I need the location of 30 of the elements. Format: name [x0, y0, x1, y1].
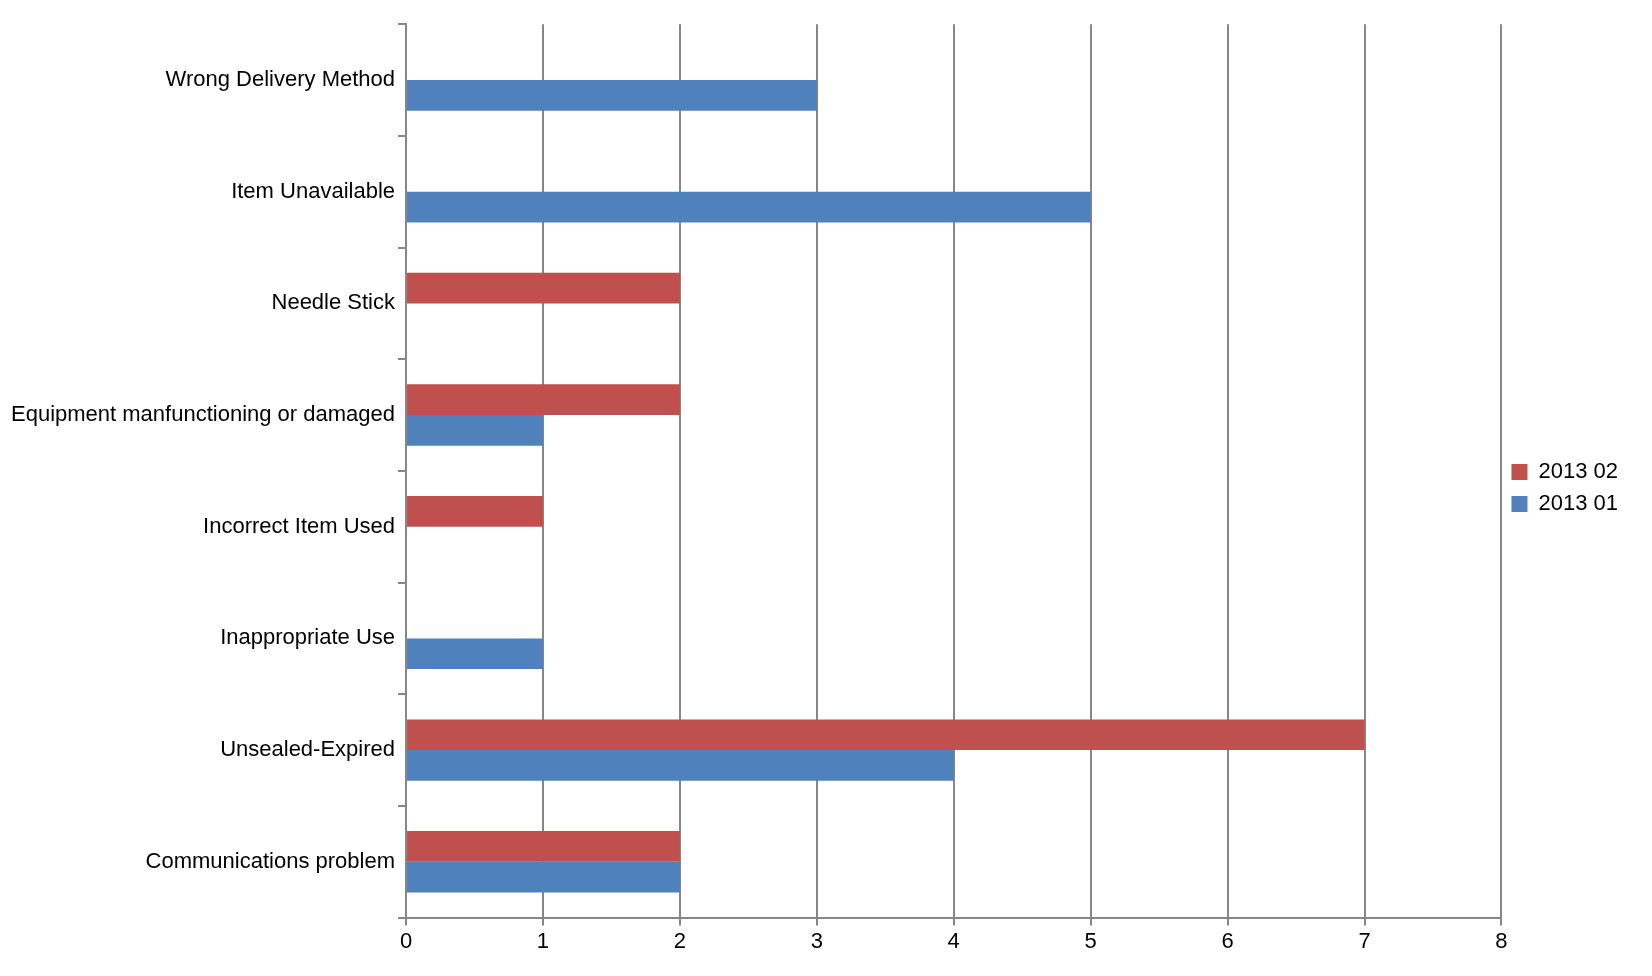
- bar: [407, 415, 543, 446]
- y-tick-label: Needle Stick: [271, 289, 397, 315]
- y-tick-label: Inappropriate Use: [220, 624, 396, 650]
- x-tick-label: 0: [399, 927, 413, 953]
- bar: [407, 831, 680, 862]
- x-tick-label: 6: [1221, 927, 1234, 953]
- bar: [407, 272, 680, 304]
- bar: [407, 496, 543, 527]
- bar: [407, 384, 680, 416]
- y-tick-label: Equipment manfunctioning or damaged: [10, 401, 396, 427]
- y-tick-label: Unsealed-Expired: [220, 736, 396, 762]
- legend-label: 2013 02: [1538, 458, 1619, 484]
- y-tick-label: Item Unavailable: [231, 177, 396, 203]
- x-tick-label: 3: [810, 927, 823, 953]
- x-tick-label: 2: [673, 927, 687, 953]
- x-tick-label: 1: [536, 927, 550, 953]
- y-tick-label: Communications problem: [145, 847, 396, 873]
- y-tick-label: Incorrect Item Used: [203, 512, 396, 538]
- bar: [407, 750, 954, 781]
- x-tick-label: 7: [1358, 927, 1371, 953]
- bar: [407, 861, 680, 893]
- x-tick-label: 4: [947, 927, 960, 953]
- bar: [407, 80, 817, 111]
- y-tick-label: Wrong Delivery Method: [165, 66, 396, 92]
- bar: [407, 719, 1365, 751]
- x-tick-label: 5: [1084, 927, 1097, 953]
- x-tick-label: 8: [1495, 927, 1508, 953]
- legend-label: 2013 01: [1538, 490, 1619, 516]
- bar: [407, 638, 543, 670]
- bar: [407, 191, 1091, 223]
